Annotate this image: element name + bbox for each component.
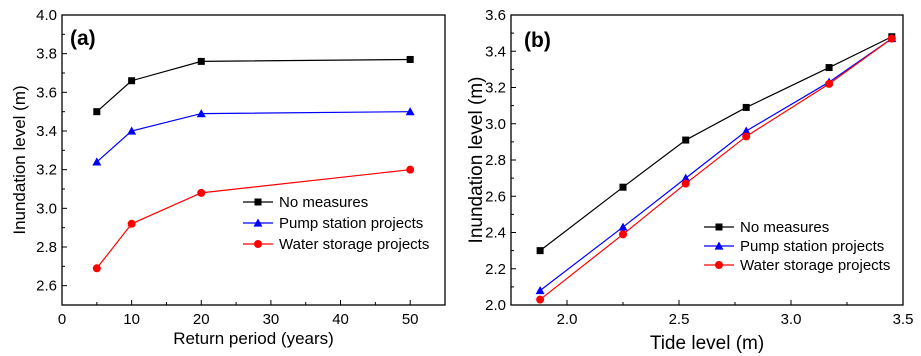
legend-entry: No measures xyxy=(243,194,368,211)
y-axis-label: Inundation level (m) xyxy=(10,85,29,234)
legend-marker xyxy=(254,240,262,248)
x-tick-label: 30 xyxy=(263,311,280,328)
data-point xyxy=(620,184,627,191)
y-tick-label: 3.2 xyxy=(36,162,57,179)
legend-label: No measures xyxy=(279,194,368,211)
x-tick-label: 50 xyxy=(402,311,419,328)
legend-label: No measures xyxy=(740,219,829,236)
data-point xyxy=(742,132,750,140)
legend-marker xyxy=(715,261,723,269)
y-tick-label: 4.0 xyxy=(36,7,57,24)
series-pump-station-projects xyxy=(536,34,897,294)
data-point xyxy=(536,286,545,294)
series-no-measures xyxy=(93,56,413,115)
data-point xyxy=(197,189,205,197)
data-point xyxy=(619,223,628,231)
x-tick-label: 3.0 xyxy=(781,311,802,328)
data-point xyxy=(536,296,544,304)
x-tick-label: 2.5 xyxy=(669,311,690,328)
y-tick-label: 2.6 xyxy=(36,278,57,295)
legend-marker xyxy=(255,199,262,206)
legend-entry: No measures xyxy=(704,219,829,236)
y-tick-label: 3.2 xyxy=(485,80,506,97)
legend-label: Water storage projects xyxy=(279,236,429,253)
series-line xyxy=(97,112,410,162)
data-point xyxy=(826,64,833,71)
legend-label: Pump station projects xyxy=(279,215,423,232)
data-point xyxy=(537,247,544,254)
y-tick-label: 2.8 xyxy=(485,152,506,169)
legend-label: Water storage projects xyxy=(740,257,890,274)
y-axis-label: Inundation level (m) xyxy=(466,77,487,244)
x-axis-label: Tide level (m) xyxy=(650,333,764,354)
y-tick-label: 3.4 xyxy=(36,123,57,140)
x-tick-label: 20 xyxy=(193,311,210,328)
y-tick-label: 3.0 xyxy=(485,116,506,133)
legend-label: Pump station projects xyxy=(740,238,884,255)
panel-label: (b) xyxy=(524,29,551,52)
data-point xyxy=(888,35,896,43)
x-axis-label: Return period (years) xyxy=(173,329,334,348)
legend-entry: Water storage projects xyxy=(243,236,429,253)
data-point xyxy=(406,166,414,174)
plot-frame xyxy=(62,15,445,305)
y-tick-label: 2.8 xyxy=(36,239,57,256)
panel-a: 2.6 2.8 3.0 3.2 3.4 3.6 3.8 4.0 0 10 20 30 40 50 Retur… xyxy=(10,7,445,348)
y-tick-label: 3.4 xyxy=(485,43,506,60)
data-point xyxy=(619,230,627,238)
x-tick-label: 2.0 xyxy=(557,311,578,328)
y-tick-label: 2.2 xyxy=(485,261,506,278)
data-point xyxy=(93,264,101,272)
x-tick-label: 0 xyxy=(58,311,66,328)
panel-b: 2.0 2.2 2.4 2.6 2.8 3.0 3.2 3.4 3.6 2.0 2.5 3.0 3.5 T… xyxy=(466,7,913,354)
y-tick-label: 2.0 xyxy=(485,297,506,314)
y-tick-label: 3.6 xyxy=(485,7,506,24)
data-point xyxy=(198,58,205,65)
data-point xyxy=(825,80,833,88)
y-tick-label: 2.4 xyxy=(485,225,506,242)
y-tick-label: 3.6 xyxy=(36,84,57,101)
data-point xyxy=(743,104,750,111)
x-tick-label: 3.5 xyxy=(893,311,914,328)
legend-marker xyxy=(716,224,723,231)
legend-entry: Pump station projects xyxy=(243,215,423,232)
data-point xyxy=(128,220,136,228)
y-tick-label: 3.0 xyxy=(36,200,57,217)
panel-label: (a) xyxy=(70,27,96,50)
data-point xyxy=(93,108,100,115)
legend-entry: Pump station projects xyxy=(704,238,884,255)
data-point xyxy=(682,137,689,144)
x-tick-label: 40 xyxy=(332,311,349,328)
series-line xyxy=(540,37,892,251)
legend-entry: Water storage projects xyxy=(704,257,890,274)
series-line xyxy=(97,59,410,111)
x-tick-label: 10 xyxy=(123,311,140,328)
series-pump-station-projects xyxy=(92,107,414,165)
y-tick-label: 3.8 xyxy=(36,46,57,63)
data-point xyxy=(682,180,690,188)
data-point xyxy=(407,56,414,63)
series-no-measures xyxy=(537,33,896,254)
y-tick-label: 2.6 xyxy=(485,188,506,205)
data-point xyxy=(128,77,135,84)
